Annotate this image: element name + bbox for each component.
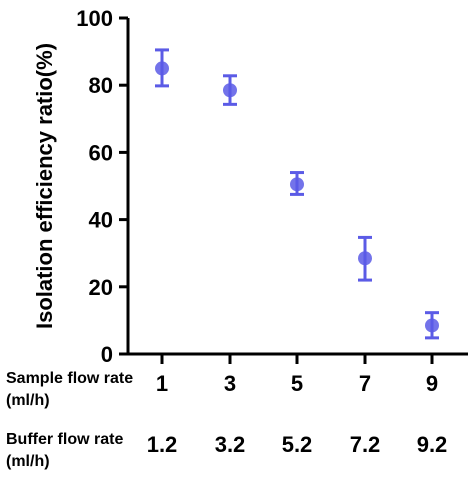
data-point	[358, 235, 372, 282]
x-tick-label: 5.2	[282, 432, 313, 457]
point-marker	[155, 61, 169, 76]
x-row-unit: (ml/h)	[6, 453, 50, 470]
x-row-label: Sample flow rate	[6, 370, 133, 387]
x-ticks	[160, 354, 434, 364]
x-tick-label: 3.2	[215, 432, 246, 457]
point-marker	[223, 83, 237, 98]
data-point	[155, 48, 169, 88]
y-tick-label: 100	[76, 6, 113, 31]
x-axis-rows: Sample flow rate (ml/h) 1 3 5 7 9 Buffer flow r…	[6, 370, 447, 470]
point-marker	[425, 318, 439, 333]
y-ticks: 0 20 40 60 80 100	[76, 6, 128, 367]
y-axis-label: Isolation efficiency ratio(%)	[32, 43, 57, 329]
x-row-label: Buffer flow rate	[6, 431, 123, 448]
x-tick-label: 5	[291, 371, 303, 396]
x-tick-label: 3	[224, 371, 236, 396]
y-tick-label: 80	[89, 73, 113, 98]
data-point	[290, 171, 304, 196]
data-point	[223, 74, 237, 106]
y-tick-label: 40	[89, 208, 113, 233]
point-marker	[358, 251, 372, 266]
x-tick-label: 7.2	[350, 432, 381, 457]
x-tick-label: 1.2	[147, 432, 178, 457]
data-marks	[155, 48, 439, 340]
point-marker	[290, 177, 304, 192]
y-tick-label: 20	[89, 275, 113, 300]
x-tick-label: 7	[359, 371, 371, 396]
y-tick-label: 0	[101, 342, 113, 367]
data-point	[425, 311, 439, 340]
y-tick-label: 60	[89, 140, 113, 165]
x-tick-label: 1	[156, 371, 168, 396]
x-tick-label: 9.2	[417, 432, 448, 457]
x-row-unit: (ml/h)	[6, 392, 50, 409]
x-tick-label: 9	[426, 371, 438, 396]
